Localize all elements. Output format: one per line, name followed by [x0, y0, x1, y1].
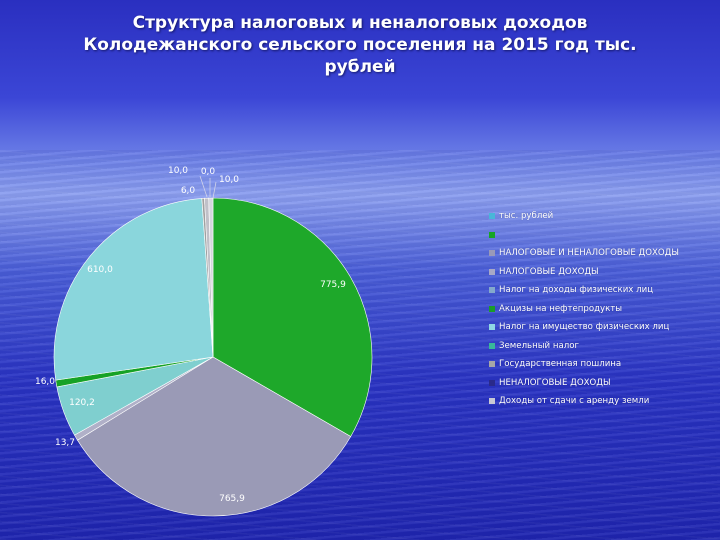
- legend-label-4: Налог на доходы физических лиц: [499, 285, 654, 296]
- chart-title: Структура налоговых и неналоговых доходо…: [83, 13, 637, 77]
- legend-item-3: НАЛОГОВЫЕ ДОХОДЫ: [489, 263, 714, 282]
- legend-swatch-9: [489, 379, 495, 386]
- legend-item-10: Доходы от сдачи с аренду земли: [489, 392, 714, 411]
- legend-swatch-6: [489, 324, 495, 331]
- legend-item-9: НЕНАЛОГОВЫЕ ДОХОДЫ: [489, 374, 714, 393]
- data-label-0: 775,9: [320, 280, 346, 290]
- legend-swatch-5: [489, 305, 495, 312]
- legend-swatch-4: [489, 287, 495, 294]
- legend-label-8: Государственная пошлина: [499, 359, 622, 370]
- legend-swatch-2: [489, 250, 495, 257]
- legend-item-0: тыс. рублей: [489, 207, 714, 226]
- pie-slice-1: [77, 356, 352, 517]
- leader-line-0: [199, 175, 208, 198]
- legend-item-2: НАЛОГОВЫЕ И НЕНАЛОГОВЫЕ ДОХОДЫ: [489, 244, 714, 263]
- legend-item-7: Земельный налог: [489, 337, 714, 356]
- legend-item-4: Налог на доходы физических лиц: [489, 281, 714, 300]
- legend-item-1: [489, 226, 714, 245]
- legend-label-9: НЕНАЛОГОВЫЕ ДОХОДЫ: [499, 377, 611, 388]
- data-label-1: 765,9: [219, 494, 245, 504]
- legend-label-5: Акцизы на нефтепродукты: [499, 303, 623, 314]
- legend-label-2: НАЛОГОВЫЕ И НЕНАЛОГОВЫЕ ДОХОДЫ: [499, 248, 679, 259]
- legend-swatch-8: [489, 361, 495, 368]
- legend-label-0: тыс. рублей: [499, 211, 554, 222]
- data-label-6: 6,0: [181, 186, 196, 196]
- legend-swatch-7: [489, 342, 495, 349]
- data-label-9: 10,0: [219, 175, 239, 185]
- data-label-7: 10,0: [168, 166, 188, 176]
- legend-label-3: НАЛОГОВЫЕ ДОХОДЫ: [499, 266, 599, 277]
- data-label-8: 0,0: [201, 167, 216, 177]
- legend-label-6: Налог на имущество физических лиц: [499, 322, 670, 333]
- legend-swatch-0: [489, 213, 495, 220]
- chart-legend: тыс. рублей НАЛОГОВЫЕ И НЕНАЛОГОВЫЕ ДОХОД…: [489, 207, 714, 411]
- legend-label-10: Доходы от сдачи с аренду земли: [499, 396, 650, 407]
- pie-slice-5: [53, 198, 214, 381]
- data-label-3: 120,2: [69, 398, 95, 408]
- legend-label-7: Земельный налог: [499, 340, 579, 351]
- legend-swatch-3: [489, 268, 495, 275]
- legend-item-5: Акцизы на нефтепродукты: [489, 300, 714, 319]
- legend-swatch-1: [489, 231, 495, 238]
- data-label-2: 13,7: [55, 438, 75, 448]
- pie-slice-0: [212, 197, 373, 437]
- leader-line-2: [212, 181, 217, 199]
- legend-swatch-10: [489, 398, 495, 405]
- data-label-4: 16,0: [35, 377, 55, 387]
- data-label-5: 610,0: [87, 265, 113, 275]
- pie-slice-9: [208, 197, 214, 358]
- legend-item-6: Налог на имущество физических лиц: [489, 318, 714, 337]
- legend-item-8: Государственная пошлина: [489, 355, 714, 374]
